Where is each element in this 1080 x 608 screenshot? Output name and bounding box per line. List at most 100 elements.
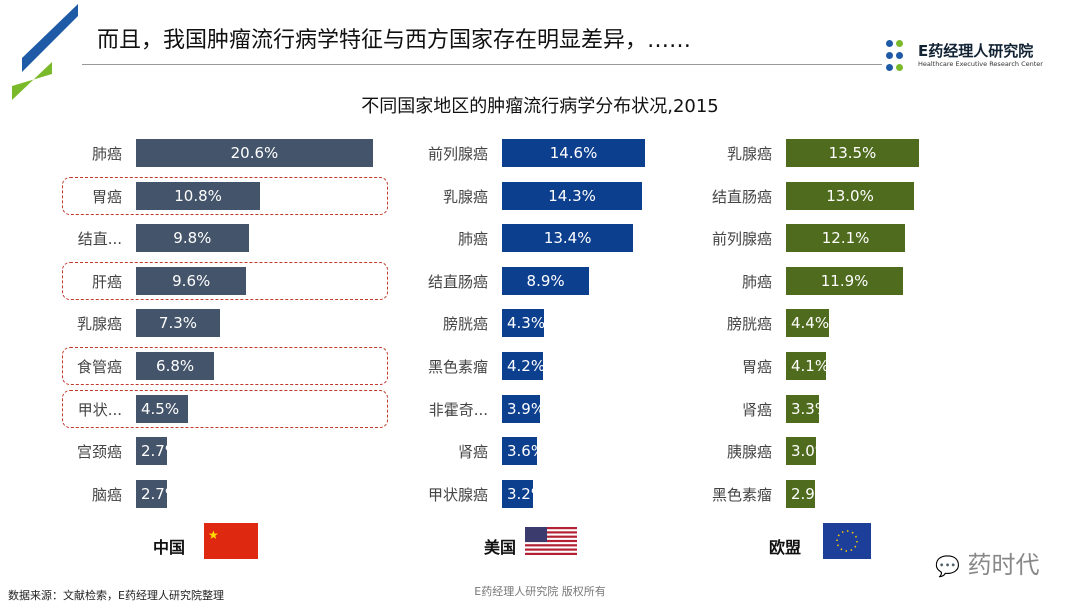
svg-text:★: ★ <box>208 528 219 542</box>
category-label: 肺癌 <box>457 230 488 249</box>
data-label: 4.3% <box>507 314 545 333</box>
bar: 3.3% <box>786 394 819 423</box>
category-label: 肝癌 <box>91 272 122 291</box>
usa-flag-icon <box>525 527 577 555</box>
data-label: 13.0% <box>826 186 874 205</box>
bar: 14.3% <box>502 181 643 210</box>
decorative-stripes <box>12 4 78 100</box>
data-label: 12.1% <box>821 229 870 248</box>
page-title: 而且，我国肿瘤流行病学特征与西方国家存在明显差异，…… <box>97 28 692 53</box>
watermark: 💬 药时代 <box>935 545 1040 580</box>
data-label: 13.5% <box>828 144 877 162</box>
category-label: 黑色素瘤 <box>711 485 772 504</box>
category-label: 肾癌 <box>741 400 772 419</box>
data-label: 2.9% <box>791 484 815 503</box>
category-label: 膀胱癌 <box>442 315 488 334</box>
bar: 9.6% <box>136 266 247 295</box>
data-label: 4.2% <box>507 357 544 375</box>
data-label: 9.8% <box>173 229 212 248</box>
data-label: 14.6% <box>549 144 598 162</box>
title-divider <box>82 64 882 65</box>
logo-english: Healthcare Executive Research Center <box>918 60 1043 68</box>
bar: 4.2% <box>502 352 544 380</box>
data-label: 10.8% <box>174 186 222 205</box>
data-label: 14.3% <box>548 186 596 205</box>
category-label: 乳腺癌 <box>76 315 122 334</box>
logo-name: E药经理人研究院 <box>918 42 1034 60</box>
bar: 6.8% <box>136 352 215 380</box>
category-label: 结直肠癌 <box>427 272 488 291</box>
category-label: 乳腺癌 <box>442 187 488 206</box>
data-source: 数据来源：文献检索，E药经理人研究院整理 <box>8 589 224 602</box>
category-label: 甲状腺癌 <box>427 485 488 504</box>
category-label: 宫颈癌 <box>76 443 122 462</box>
bar: 4.3% <box>502 309 545 338</box>
data-label: 3.9% <box>507 399 540 418</box>
category-label: 胃癌 <box>91 187 122 206</box>
bar: 20.6% <box>136 139 373 167</box>
bar: 4.4% <box>786 309 830 338</box>
data-label: 8.9% <box>526 271 565 290</box>
data-label: 2.7% <box>141 442 167 461</box>
highlight-box <box>62 261 388 300</box>
logo-icon <box>884 40 914 78</box>
china-flag-icon: ★ <box>204 523 258 559</box>
category-label: 胃癌 <box>741 358 772 376</box>
bar: 14.6% <box>502 139 646 167</box>
bar: 9.8% <box>136 224 249 253</box>
country-label-china: 中国 <box>153 538 186 557</box>
country-label-usa: 美国 <box>484 538 517 557</box>
data-label: 3.3% <box>791 399 819 418</box>
bar: 13.5% <box>786 139 919 167</box>
data-label: 13.4% <box>543 229 592 248</box>
bar: 3.0% <box>786 437 816 466</box>
watermark-text: 药时代 <box>967 551 1040 579</box>
category-label: 肾癌 <box>457 443 488 462</box>
country-label-eu: 欧盟 <box>769 538 802 557</box>
bar: 10.8% <box>136 181 261 210</box>
highlight-box <box>62 347 388 385</box>
bar: 4.1% <box>786 352 827 380</box>
category-label: 脑癌 <box>91 485 122 504</box>
bar: 3.9% <box>502 394 541 423</box>
data-label: 11.9% <box>820 271 869 290</box>
category-label: 前列腺癌 <box>427 145 488 163</box>
data-label: 20.6% <box>230 144 279 162</box>
category-label: 胰腺癌 <box>726 443 772 462</box>
highlight-box <box>62 389 388 428</box>
chart-subtitle: 不同国家地区的肿瘤流行病学分布状况,2015 <box>361 96 719 117</box>
data-label: 9.6% <box>172 271 211 290</box>
bar: 2.7% <box>136 479 168 508</box>
bar: 11.9% <box>786 266 904 295</box>
data-label: 3.6% <box>507 442 537 461</box>
category-label: 乳腺癌 <box>726 145 772 163</box>
data-label: 7.3% <box>158 314 198 333</box>
highlight-box <box>62 176 388 215</box>
category-label: 肺癌 <box>91 145 122 163</box>
category-label: 食管癌 <box>76 358 122 376</box>
bar: 13.4% <box>502 224 634 253</box>
category-label: 黑色素瘤 <box>427 358 488 376</box>
data-label: 4.5% <box>141 399 180 418</box>
data-label: 2.7% <box>141 484 167 503</box>
data-label: 3.0% <box>791 442 816 461</box>
bar: 12.1% <box>786 224 906 253</box>
copyright: E药经理人研究院 版权所有 <box>474 585 606 598</box>
bar: 3.2% <box>502 479 534 508</box>
category-label: 甲状... <box>77 400 122 419</box>
category-label: 结直... <box>77 230 122 249</box>
wechat-icon: 💬 <box>935 554 960 578</box>
category-label: 肺癌 <box>741 272 772 291</box>
bar: 7.3% <box>136 309 220 338</box>
eu-flag-icon <box>823 523 871 559</box>
bar: 2.7% <box>136 437 168 466</box>
bar: 13.0% <box>786 181 915 210</box>
bar: 8.9% <box>502 266 590 295</box>
bar: 4.5% <box>136 394 188 423</box>
category-label: 结直肠癌 <box>711 187 772 206</box>
category-label: 前列腺癌 <box>711 230 772 249</box>
bar: 2.9% <box>786 479 815 508</box>
category-label: 非霍奇... <box>428 400 488 419</box>
data-label: 3.2% <box>507 484 533 503</box>
data-label: 4.4% <box>791 314 830 333</box>
